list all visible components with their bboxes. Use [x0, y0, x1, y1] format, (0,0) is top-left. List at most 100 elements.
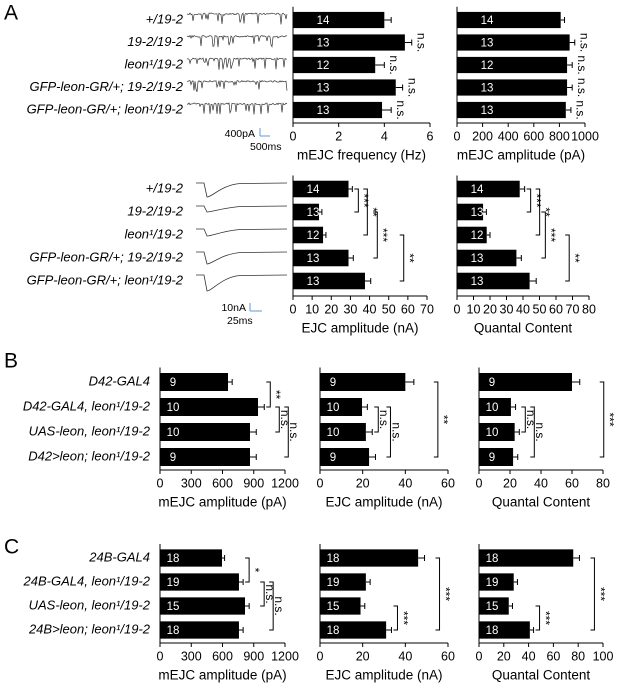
significance: *** — [593, 587, 607, 601]
bar — [320, 423, 366, 441]
bar — [479, 549, 574, 567]
category-label: GFP-leon-GR/+; 19-2/19-2 — [29, 249, 183, 264]
bar — [160, 423, 250, 441]
scale-label: 500ms — [250, 141, 282, 153]
bar — [479, 423, 515, 441]
significance: n.s. — [415, 33, 429, 52]
scale-label: 25ms — [227, 315, 253, 327]
sample-size: 13 — [481, 105, 494, 117]
bar — [160, 597, 245, 615]
x-tick-label: 60 — [401, 302, 415, 316]
trace — [186, 56, 288, 70]
bar — [160, 448, 250, 466]
bar — [320, 448, 370, 466]
bar — [160, 398, 259, 416]
trace — [196, 274, 288, 292]
x-tick-label: 40 — [516, 302, 530, 316]
x-tick-label: 300 — [181, 476, 202, 490]
significance: *** — [396, 611, 410, 625]
bar — [293, 101, 383, 119]
bar — [479, 573, 514, 591]
bar — [320, 597, 361, 615]
significance: n.s. — [287, 422, 301, 441]
bar — [293, 79, 396, 96]
significance: n.s. — [389, 422, 403, 441]
x-tick-label: 600 — [212, 476, 233, 490]
x-axis-label: Quantal Content — [492, 495, 591, 510]
x-tick-label: 50 — [382, 302, 396, 316]
sample-size: 19 — [327, 577, 340, 589]
significance-bracket — [363, 188, 368, 236]
x-tick-label: 0 — [476, 476, 483, 490]
bar — [293, 249, 349, 267]
significance: n.s. — [578, 33, 592, 52]
bar — [293, 272, 365, 290]
significance-bracket — [526, 188, 532, 213]
sample-size: 9 — [170, 377, 176, 389]
significance: n.s. — [574, 100, 588, 119]
sample-size: 13 — [481, 83, 494, 95]
x-tick-label: 70 — [420, 302, 434, 316]
sample-size: 10 — [327, 427, 340, 439]
significance: *** — [376, 228, 390, 242]
trace — [186, 80, 288, 93]
bar — [293, 226, 324, 244]
sample-size: 13 — [307, 276, 320, 288]
category-label: 24B-GAL4 — [88, 549, 150, 564]
bar — [320, 621, 387, 639]
trace — [196, 251, 288, 265]
trace — [196, 228, 288, 237]
bar — [479, 373, 572, 391]
x-tick-label: 900 — [243, 476, 264, 490]
significance: ** — [366, 207, 380, 217]
trace — [186, 12, 288, 25]
sample-size: 15 — [167, 601, 180, 613]
x-tick-label: 6 — [427, 129, 434, 143]
trace — [196, 182, 288, 198]
bar — [160, 373, 229, 391]
x-tick-label: 60 — [565, 476, 579, 490]
bar — [320, 573, 366, 591]
bar — [479, 621, 530, 639]
sample-size: 10 — [167, 427, 180, 439]
category-label: D42-GAL4 — [89, 373, 150, 388]
x-tick-label: 80 — [571, 649, 585, 663]
bar — [293, 203, 320, 221]
significance-bracket — [535, 188, 541, 236]
bar — [160, 621, 239, 639]
sample-size: 13 — [317, 105, 330, 117]
sample-size: 10 — [167, 402, 180, 414]
significance-bracket — [354, 188, 359, 213]
significance-bracket — [565, 234, 570, 282]
bar — [457, 272, 530, 290]
x-tick-label: 0 — [454, 129, 461, 143]
sample-size: 13 — [481, 38, 494, 50]
x-axis-label: mEJC amplitude (pA) — [158, 495, 286, 510]
x-tick-label: 300 — [181, 649, 202, 663]
sample-size: 13 — [471, 207, 484, 219]
x-axis-label: Quantal Content — [474, 321, 573, 336]
category-label: D42-GAL4, leon¹/19-2 — [23, 398, 151, 413]
bar — [293, 11, 385, 29]
x-tick-label: 1200 — [271, 476, 299, 490]
bar — [457, 180, 520, 198]
bar — [457, 79, 568, 96]
significance: *** — [438, 587, 452, 601]
bar — [293, 34, 405, 51]
significance: ** — [568, 253, 582, 263]
sample-size: 13 — [307, 253, 320, 265]
x-tick-label: 40 — [363, 302, 377, 316]
significance: n.s. — [272, 596, 286, 615]
x-tick-label: 40 — [534, 476, 548, 490]
sample-size: 9 — [170, 452, 176, 464]
x-tick-label: 40 — [398, 649, 412, 663]
significance: n.s. — [575, 55, 589, 74]
bar — [320, 373, 406, 391]
bar — [160, 573, 239, 591]
bar — [320, 549, 419, 567]
x-tick-label: 20 — [324, 302, 338, 316]
category-label: GFP-leon-GR/+; leon¹/19-2 — [27, 101, 184, 116]
bar — [457, 226, 487, 244]
sample-size: 10 — [486, 427, 499, 439]
